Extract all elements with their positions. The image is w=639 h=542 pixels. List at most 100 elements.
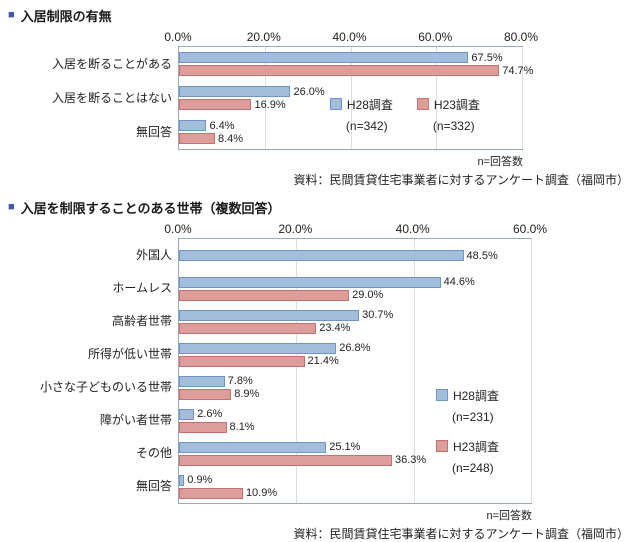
bar-group: 6.4% 8.4% xyxy=(179,115,522,149)
bar-series-1 xyxy=(179,65,500,76)
category-label: 所得が低い世帯 xyxy=(87,347,172,361)
bar-line: 26.8% xyxy=(179,342,531,355)
bar-series-0 xyxy=(179,276,441,288)
bar-group: 26.0% 16.9% xyxy=(179,81,522,115)
bar-series-1 xyxy=(179,322,317,334)
bar-group: 7.8% 8.9% xyxy=(179,371,531,404)
bar-group: 0.9% 10.9% xyxy=(179,470,531,503)
x-axis-tick-label: 20.0% xyxy=(246,30,281,44)
bar-value-label: 6.4% xyxy=(209,119,235,132)
bar-line: 25.1% xyxy=(179,441,531,454)
x-axis-tick-label: 40.0% xyxy=(395,222,430,236)
bar-value-label: 8.4% xyxy=(218,132,244,145)
category-label: 小さな子どものいる世帯 xyxy=(39,380,172,394)
category-labels: 外国人 ホームレス 高齢者世帯 所得が低い世帯 小さな子どものいる世帯 障がい者世帯 その他… xyxy=(8,220,178,504)
n-note: n=回答数 xyxy=(477,156,523,168)
legend-n-label: (n=342) xyxy=(345,118,388,133)
bar-series-1 xyxy=(179,289,350,301)
x-axis-tick-label: 20.0% xyxy=(278,222,313,236)
gridline xyxy=(296,239,298,503)
x-axis-tick-label: 60.0% xyxy=(512,222,548,236)
bar-value-label: 10.9% xyxy=(245,487,278,499)
bar-line: 7.8% xyxy=(179,375,531,388)
x-axis: 0.0% 20.0% 40.0% 60.0% xyxy=(164,220,547,238)
bar-line: 6.4% xyxy=(179,119,522,132)
chart-section-restricted-households: ■ 入居を制限することのある世帯（複数回答） 外国人 ホームレス 高齢者世帯 所得が低… xyxy=(8,198,631,542)
bar-value-label: 2.6% xyxy=(197,408,223,420)
gridline xyxy=(436,47,438,149)
legend-name-line: H23調査 xyxy=(435,438,499,455)
bar-group: 48.5% xyxy=(179,239,531,272)
legend-item: H23調査 (n=332) xyxy=(416,96,480,133)
bar-line: 67.5% xyxy=(179,51,522,64)
legend-swatch-icon xyxy=(416,98,429,111)
n-note: n=回答数 xyxy=(486,510,532,522)
title-bullet-icon: ■ xyxy=(8,9,15,21)
plot-area-wrap: 0.0% 20.0% 40.0% 60.0% 48.5% 44.6% 29.0% 30.7% 2… xyxy=(164,220,547,504)
bar-line: 44.6% xyxy=(179,276,531,289)
bar-group: 25.1% 36.3% xyxy=(179,437,531,470)
legend-swatch-icon xyxy=(329,98,342,111)
bar-value-label: 8.1% xyxy=(229,421,255,433)
chart-body: 入居を断ることがある 入居を断ることはない 無回答 0.0% 20.0% 40.0% 60.… xyxy=(8,28,631,150)
bar-value-label: 7.8% xyxy=(227,375,253,387)
bar-line: 16.9% xyxy=(179,98,522,111)
source-text: 資料：民間賃貸住宅事業者に対するアンケート調査（福岡市） xyxy=(293,173,629,187)
bar-value-label: 0.9% xyxy=(187,474,213,486)
legend-swatch-icon xyxy=(435,440,448,453)
bar-value-label: 48.5% xyxy=(466,249,498,262)
bar-line: 10.9% xyxy=(179,487,531,500)
bar-line: 48.5% xyxy=(179,249,531,262)
legend-item: H28調査 (n=342) xyxy=(329,96,393,133)
bar-value-label: 36.3% xyxy=(394,454,427,466)
bar-line: 23.4% xyxy=(179,322,531,335)
category-label: 入居を断ることはない xyxy=(51,90,172,105)
bar-series-0 xyxy=(179,86,291,97)
legend: H28調査 (n=342) H23調査 (n=332) xyxy=(329,96,480,133)
legend-item: H28調査 (n=231) xyxy=(435,387,499,424)
category-label: 入居を断ることがある xyxy=(51,56,172,71)
legend-series-name: H28調査 xyxy=(452,388,499,403)
chart-body: 外国人 ホームレス 高齢者世帯 所得が低い世帯 小さな子どものいる世帯 障がい者世帯 その他… xyxy=(8,220,631,504)
chart-section-restriction-presence: ■ 入居制限の有無 入居を断ることがある 入居を断ることはない 無回答 0.0% 20.… xyxy=(8,6,631,188)
bar-series-1 xyxy=(179,388,232,400)
gridline xyxy=(522,47,523,149)
plot-area: 48.5% 44.6% 29.0% 30.7% 23.4% 26.8% 21.4% 7.8% 8… xyxy=(178,238,532,504)
x-axis-tick-label: 60.0% xyxy=(418,30,453,44)
bar-group: 30.7% 23.4% xyxy=(179,305,531,338)
bar-group: 44.6% 29.0% xyxy=(179,272,531,305)
legend-series-name: H23調査 xyxy=(433,97,480,112)
bar-line: 8.9% xyxy=(179,388,531,401)
legend-n-label: (n=332) xyxy=(432,118,475,133)
bar-series-1 xyxy=(179,454,392,466)
bar-line: 21.4% xyxy=(179,355,531,368)
bar-value-label: 44.6% xyxy=(443,276,475,288)
x-axis: 0.0% 20.0% 40.0% 60.0% 80.0% xyxy=(164,28,538,46)
bar-series-0 xyxy=(179,309,360,321)
chart-title-row: ■ 入居制限の有無 xyxy=(8,6,631,25)
bar-series-0 xyxy=(179,52,469,63)
gridline xyxy=(531,239,532,503)
bar-line: 29.0% xyxy=(179,289,531,302)
category-label: 外国人 xyxy=(135,248,172,262)
bar-series-0 xyxy=(179,250,464,261)
bar-line: 2.6% xyxy=(179,408,531,421)
bar-value-label: 8.9% xyxy=(234,388,260,400)
category-labels: 入居を断ることがある 入居を断ることはない 無回答 xyxy=(8,28,178,150)
legend: H28調査 (n=231) H23調査 (n=248) xyxy=(435,387,499,475)
bar-line: 8.1% xyxy=(179,421,531,434)
x-axis-tick-label: 80.0% xyxy=(503,30,539,44)
x-axis-tick-label: 40.0% xyxy=(332,30,367,44)
legend-series-name: H23調査 xyxy=(452,439,499,454)
bar-series-1 xyxy=(179,99,252,110)
plot-area: 67.5% 74.7% 26.0% 16.9% 6.4% 8.4% H28調査 (n=342)… xyxy=(178,46,533,150)
legend-n-label: (n=231) xyxy=(451,409,494,424)
bar-line: 30.7% xyxy=(179,309,531,322)
category-label: 無回答 xyxy=(135,479,172,493)
legend-name-line: H28調査 xyxy=(329,96,393,113)
bar-series-1 xyxy=(179,355,305,367)
bar-series-0 xyxy=(179,342,337,354)
source-text: 資料：民間賃貸住宅事業者に対するアンケート調査（福岡市） xyxy=(293,527,629,541)
bar-series-0 xyxy=(179,120,207,131)
